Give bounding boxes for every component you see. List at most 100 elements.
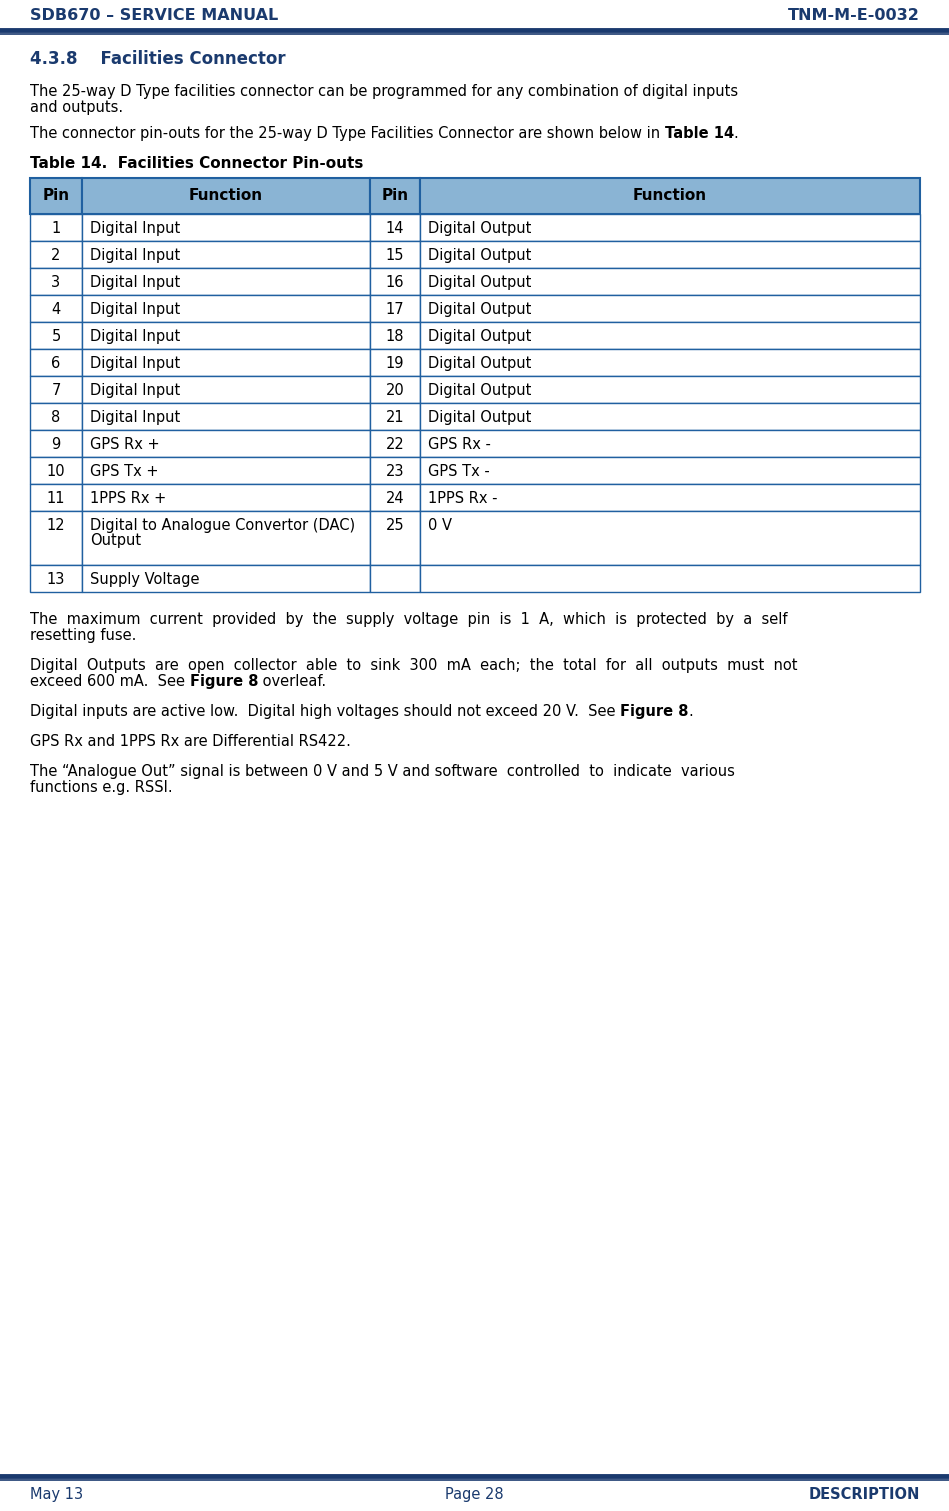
Text: Digital Output: Digital Output — [428, 382, 531, 397]
Text: 4.3.8    Facilities Connector: 4.3.8 Facilities Connector — [30, 50, 286, 68]
Text: Digital Output: Digital Output — [428, 275, 531, 290]
Text: overleaf.: overleaf. — [258, 674, 326, 689]
Bar — [420, 215, 920, 240]
Bar — [420, 403, 920, 431]
Bar — [30, 511, 82, 565]
Bar — [30, 456, 82, 484]
Text: Digital Input: Digital Input — [90, 248, 180, 263]
Bar — [82, 431, 370, 456]
Text: 0 V: 0 V — [428, 518, 452, 533]
Text: DESCRIPTION: DESCRIPTION — [809, 1487, 920, 1502]
Text: 4: 4 — [51, 302, 61, 317]
Text: 15: 15 — [385, 248, 404, 263]
Text: Digital Input: Digital Input — [90, 409, 180, 425]
Text: 7: 7 — [51, 382, 61, 397]
Bar — [370, 267, 420, 295]
Text: 18: 18 — [385, 329, 404, 345]
Text: .: . — [734, 125, 738, 141]
Bar — [30, 240, 82, 267]
Bar — [370, 295, 420, 322]
Text: 17: 17 — [385, 302, 404, 317]
Text: TNM-M-E-0032: TNM-M-E-0032 — [788, 8, 920, 23]
Text: Figure 8: Figure 8 — [190, 674, 258, 689]
Bar — [370, 456, 420, 484]
Text: Digital Output: Digital Output — [428, 248, 531, 263]
Text: GPS Rx +: GPS Rx + — [90, 437, 159, 452]
Bar — [370, 322, 420, 349]
Text: 3: 3 — [51, 275, 61, 290]
Text: 1: 1 — [51, 221, 61, 236]
Text: resetting fuse.: resetting fuse. — [30, 629, 137, 644]
Text: Digital Output: Digital Output — [428, 329, 531, 345]
Bar — [30, 376, 82, 403]
Bar — [30, 403, 82, 431]
Text: 11: 11 — [47, 491, 65, 506]
Text: 1PPS Rx +: 1PPS Rx + — [90, 491, 166, 506]
Text: Function: Function — [189, 187, 263, 202]
Text: 16: 16 — [385, 275, 404, 290]
Text: 24: 24 — [385, 491, 404, 506]
Bar — [82, 267, 370, 295]
Text: Figure 8: Figure 8 — [620, 704, 689, 719]
Text: SDB670 – SERVICE MANUAL: SDB670 – SERVICE MANUAL — [30, 8, 278, 23]
Text: exceed 600 mA.  See: exceed 600 mA. See — [30, 674, 190, 689]
Text: Digital Input: Digital Input — [90, 221, 180, 236]
Bar — [82, 240, 370, 267]
Bar — [370, 431, 420, 456]
Bar — [82, 456, 370, 484]
Bar — [30, 322, 82, 349]
Bar — [420, 240, 920, 267]
Text: Table 14.  Facilities Connector Pin-outs: Table 14. Facilities Connector Pin-outs — [30, 156, 363, 171]
Text: Digital Input: Digital Input — [90, 357, 180, 372]
Text: .: . — [689, 704, 694, 719]
Text: Digital inputs are active low.  Digital high voltages should not exceed 20 V.  S: Digital inputs are active low. Digital h… — [30, 704, 620, 719]
Bar — [420, 295, 920, 322]
Text: Table 14: Table 14 — [664, 125, 734, 141]
Text: The 25-way D Type facilities connector can be programmed for any combination of : The 25-way D Type facilities connector c… — [30, 85, 738, 100]
Text: 1PPS Rx -: 1PPS Rx - — [428, 491, 497, 506]
Bar — [420, 376, 920, 403]
Bar — [82, 295, 370, 322]
Bar — [30, 565, 82, 592]
Bar — [420, 267, 920, 295]
Text: Digital Input: Digital Input — [90, 382, 180, 397]
Bar — [30, 178, 82, 215]
Bar — [420, 456, 920, 484]
Text: Digital Output: Digital Output — [428, 409, 531, 425]
Text: Pin: Pin — [43, 187, 69, 202]
Text: Output: Output — [90, 533, 141, 548]
Text: Digital Output: Digital Output — [428, 221, 531, 236]
Bar — [30, 484, 82, 511]
Text: The  maximum  current  provided  by  the  supply  voltage  pin  is  1  A,  which: The maximum current provided by the supp… — [30, 612, 788, 627]
Bar — [82, 565, 370, 592]
Text: GPS Rx and 1PPS Rx are Differential RS422.: GPS Rx and 1PPS Rx are Differential RS42… — [30, 734, 351, 749]
Text: GPS Tx -: GPS Tx - — [428, 464, 490, 479]
Bar — [30, 431, 82, 456]
Bar — [370, 403, 420, 431]
Bar — [420, 565, 920, 592]
Bar — [82, 403, 370, 431]
Text: Function: Function — [633, 187, 707, 202]
Text: 13: 13 — [47, 573, 65, 586]
Bar — [82, 376, 370, 403]
Bar — [420, 349, 920, 376]
Bar — [82, 511, 370, 565]
Text: The connector pin-outs for the 25-way D Type Facilities Connector are shown belo: The connector pin-outs for the 25-way D … — [30, 125, 664, 141]
Text: 20: 20 — [385, 382, 404, 397]
Text: The “Analogue Out” signal is between 0 V and 5 V and software  controlled  to  i: The “Analogue Out” signal is between 0 V… — [30, 765, 735, 780]
Bar — [30, 215, 82, 240]
Text: 22: 22 — [385, 437, 404, 452]
Bar — [82, 178, 370, 215]
Bar — [420, 511, 920, 565]
Text: Pin: Pin — [381, 187, 409, 202]
Bar — [82, 215, 370, 240]
Text: Digital Output: Digital Output — [428, 357, 531, 372]
Text: Digital Output: Digital Output — [428, 302, 531, 317]
Text: 19: 19 — [385, 357, 404, 372]
Text: Digital  Outputs  are  open  collector  able  to  sink  300  mA  each;  the  tot: Digital Outputs are open collector able … — [30, 657, 797, 672]
Bar — [82, 484, 370, 511]
Text: Page 28: Page 28 — [445, 1487, 504, 1502]
Bar — [370, 484, 420, 511]
Text: Digital to Analogue Convertor (DAC): Digital to Analogue Convertor (DAC) — [90, 518, 355, 533]
Text: Supply Voltage: Supply Voltage — [90, 573, 199, 586]
